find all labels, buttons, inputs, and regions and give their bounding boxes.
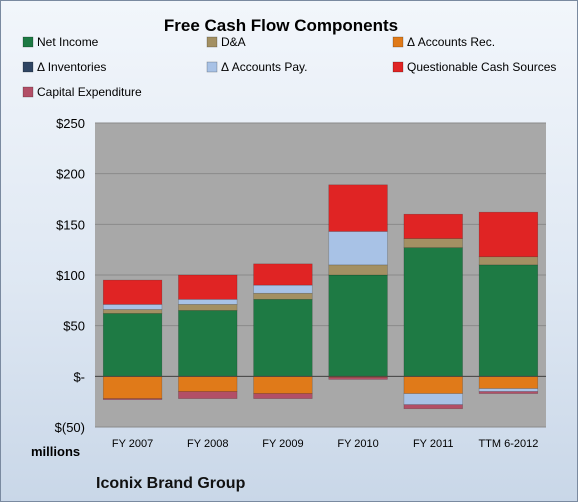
bar-questionable-cash-sources-fy-2011	[403, 213, 463, 239]
bar-accounts-pay-fy-2011	[403, 393, 463, 406]
legend-label-net-income: Net Income	[37, 35, 99, 49]
y-tick-label: $50	[63, 319, 85, 334]
bar-accounts-rec-fy-2009	[253, 376, 313, 394]
bar-questionable-cash-sources-fy-2009	[253, 263, 313, 286]
bar-questionable-cash-sources-fy-2007	[102, 279, 163, 305]
bar-accounts-rec-fy-2011	[403, 376, 463, 394]
y-tick-label: $200	[56, 167, 85, 182]
y-tick-label: $150	[56, 217, 85, 232]
bar-net-income-fy-2010	[328, 274, 388, 377]
bar-net-income-fy-2009	[253, 299, 313, 377]
x-axis-ticks: FY 2007 FY 2008 FY 2009 FY 2010 FY 2011 TTM 6…	[112, 438, 538, 450]
bar-capital-expenditure-fy-2009	[253, 393, 313, 399]
bar-accounts-pay-fy-2007	[102, 304, 163, 310]
bar-accounts-rec-fy-2007	[102, 376, 163, 399]
bar-accounts-pay-ttm-6-2012	[478, 388, 539, 392]
legend-label-d-a: D&A	[221, 35, 246, 49]
bar-capital-expenditure-fy-2010	[328, 377, 388, 380]
legend-label-questionable-cash-sources: Questionable Cash Sources	[407, 60, 556, 74]
x-tick-label: FY 2011	[413, 438, 454, 450]
bar-accounts-pay-fy-2009	[253, 284, 313, 294]
x-tick-label: FY 2010	[337, 438, 378, 450]
legend-swatch-d-a	[206, 36, 218, 48]
bar-accounts-rec-fy-2008	[178, 376, 238, 392]
y-tick-label: $-	[73, 369, 85, 384]
legend: Net Income D&A Δ Accounts Rec. Δ Inventorie…	[22, 35, 556, 99]
bar-net-income-fy-2011	[403, 247, 463, 377]
bar-capital-expenditure-fy-2007	[102, 398, 163, 400]
legend-swatch-net-income	[22, 36, 34, 48]
y-tick-label: $(50)	[55, 420, 85, 435]
bar-d-a-fy-2009	[253, 292, 313, 300]
chart-title: Free Cash Flow Components	[164, 16, 398, 35]
bar-d-a-fy-2007	[102, 309, 163, 314]
bar-capital-expenditure-fy-2011	[403, 404, 463, 410]
bar-accounts-rec-ttm-6-2012	[478, 376, 539, 389]
x-tick-label: TTM 6-2012	[478, 438, 538, 450]
bar-capital-expenditure-fy-2008	[178, 391, 238, 399]
legend-swatch-accounts-pay	[206, 61, 218, 73]
bars	[102, 184, 539, 410]
legend-label-accounts-pay: Δ Accounts Pay.	[221, 60, 308, 74]
legend-label-accounts-rec: Δ Accounts Rec.	[407, 35, 495, 49]
bar-accounts-pay-fy-2010	[328, 231, 388, 266]
legend-swatch-inventories	[22, 61, 34, 73]
x-tick-label: FY 2007	[112, 438, 153, 450]
bar-questionable-cash-sources-fy-2008	[178, 274, 238, 300]
legend-swatch-questionable-cash-sources	[392, 61, 404, 73]
bar-d-a-fy-2010	[328, 264, 388, 276]
legend-label-capital-expenditure: Capital Expenditure	[37, 85, 142, 99]
bar-capital-expenditure-ttm-6-2012	[478, 391, 539, 394]
bar-d-a-fy-2008	[178, 304, 238, 311]
bar-accounts-pay-fy-2008	[178, 299, 238, 305]
bar-d-a-ttm-6-2012	[478, 256, 539, 266]
legend-label-inventories: Δ Inventories	[37, 60, 106, 74]
bar-questionable-cash-sources-ttm-6-2012	[478, 211, 539, 258]
units-label: millions	[31, 444, 80, 459]
y-tick-label: $250	[56, 116, 85, 131]
bar-questionable-cash-sources-fy-2010	[328, 184, 388, 232]
bar-d-a-fy-2011	[403, 238, 463, 248]
x-tick-label: FY 2009	[262, 438, 303, 450]
bar-net-income-ttm-6-2012	[478, 264, 539, 377]
legend-swatch-accounts-rec	[392, 36, 404, 48]
bar-net-income-fy-2008	[178, 310, 238, 377]
x-tick-label: FY 2008	[187, 438, 228, 450]
y-axis-ticks: $250 $200 $150 $100 $50 $- $(50)	[55, 116, 85, 435]
legend-swatch-capital-expenditure	[22, 86, 34, 98]
company-name: Iconix Brand Group	[96, 475, 246, 492]
bar-net-income-fy-2007	[102, 313, 163, 377]
y-tick-label: $100	[56, 268, 85, 283]
